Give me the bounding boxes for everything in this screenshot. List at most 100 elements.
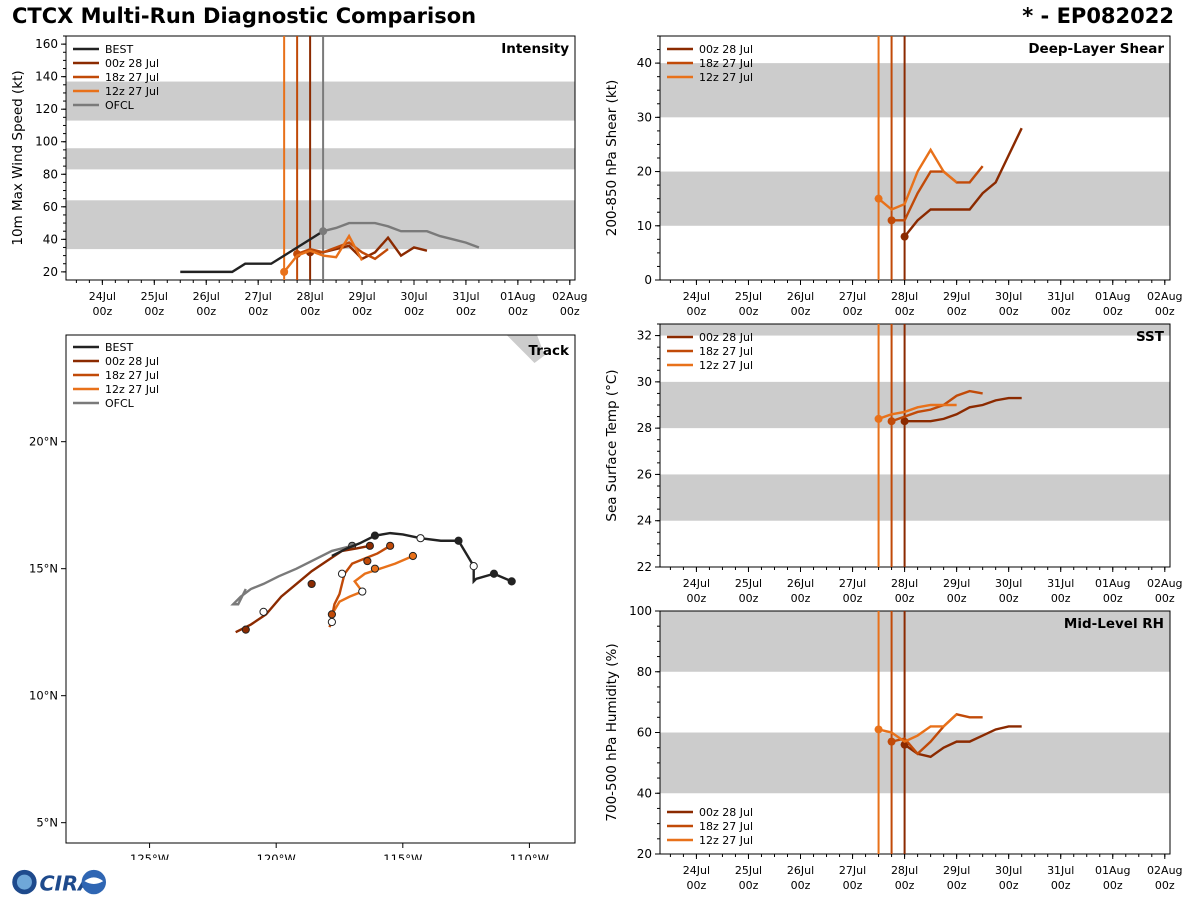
track-xtick-label: 125°W (130, 852, 169, 860)
track-xtick-label: 115°W (383, 852, 422, 860)
sst-band (660, 474, 1170, 521)
sst-legend-label: 12z 27 Jul (699, 359, 753, 372)
track-point-00z-28-jul (307, 579, 316, 589)
rh-xtick-label: 00z (1103, 879, 1123, 892)
sst-xtick-label: 00z (947, 592, 967, 605)
rh-xtick-label: 31Jul (1047, 864, 1074, 877)
intensity-legend-label: BEST (105, 43, 133, 56)
track-point-18z-27-jul (386, 541, 395, 550)
sst-xtick-label: 00z (1103, 592, 1123, 605)
shear-ytick-label: 40 (637, 56, 652, 70)
rh-ytick-label: 100 (629, 604, 652, 618)
intensity-xtick-label: 00z (248, 305, 268, 318)
intensity-ytick-label: 140 (35, 70, 58, 84)
cira-logo: CIRA (12, 869, 106, 896)
rh-legend-label: 00z 28 Jul (699, 806, 753, 819)
rh-band (660, 611, 1170, 672)
intensity-ytick-label: 160 (35, 37, 58, 51)
sst-ytick-label: 26 (637, 467, 652, 481)
track-legend-label: BEST (105, 341, 133, 354)
sst-xtick-label: 26Jul (787, 577, 814, 590)
sst-xtick-label: 30Jul (995, 577, 1022, 590)
track-point-18z-27-jul (363, 556, 372, 566)
page-title: CTCX Multi-Run Diagnostic Comparison (12, 4, 477, 28)
intensity-ytick-label: 100 (35, 135, 58, 149)
track-point-best (416, 534, 425, 543)
shear-point-00z-28-jul (900, 232, 909, 241)
track-ytick-label: 10°N (29, 689, 58, 703)
intensity-xtick-label: 29Jul (348, 290, 375, 303)
sst-legend-label: 00z 28 Jul (699, 331, 753, 344)
intensity-title: Intensity (501, 41, 569, 57)
intensity-xtick-label: 00z (92, 305, 112, 318)
rh-xtick-label: 02Aug (1147, 864, 1182, 877)
track-point-12z-27-jul (370, 564, 380, 573)
sst-xtick-label: 00z (791, 592, 811, 605)
shear-xtick-label: 25Jul (735, 290, 762, 303)
shear-xtick-label: 27Jul (839, 290, 866, 303)
intensity-xtick-label: 00z (352, 305, 372, 318)
intensity-xtick-label: 30Jul (400, 290, 427, 303)
intensity-series-best (180, 230, 324, 274)
sst-point-00z-28-jul (900, 417, 909, 426)
track-point-12z-27-jul (408, 551, 418, 561)
sst-xtick-label: 29Jul (943, 577, 970, 590)
track-series-12z-27-jul (330, 554, 414, 616)
sst-xtick-label: 00z (999, 592, 1019, 605)
track-point-18z-27-jul (337, 569, 347, 578)
shear-xtick-label: 00z (791, 305, 811, 318)
track-ytick-label: 20°N (29, 435, 58, 449)
intensity-ytick-label: 80 (43, 167, 58, 181)
shear-xtick-label: 00z (739, 305, 759, 318)
intensity-chart: 20 40 60 80 100 120 140 160 24Jul 00z 25Jul 00z 26Ju… (10, 35, 588, 318)
shear-xtick-label: 31Jul (1047, 290, 1074, 303)
track-point-best (454, 536, 463, 545)
shear-xtick-label: 00z (895, 305, 915, 318)
intensity-band (66, 200, 575, 250)
rh-xtick-label: 00z (999, 879, 1019, 892)
shear-xtick-label: 26Jul (787, 290, 814, 303)
track-point-00z-28-jul (259, 607, 268, 616)
rh-point-12z-27-jul (874, 725, 883, 734)
sst-series-18z-27-jul (891, 389, 983, 423)
sst-frame (659, 323, 1171, 568)
shear-ytick-label: 20 (637, 165, 652, 179)
shear-xtick-label: 24Jul (683, 290, 710, 303)
intensity-series-12z-27-jul (283, 233, 364, 273)
intensity-legend-label: 18z 27 Jul (105, 71, 159, 84)
rh-ytick-label: 60 (637, 726, 652, 740)
intensity-point-12z-27-jul (280, 267, 289, 276)
sst-xtick-label: 28Jul (891, 577, 918, 590)
rh-xtick-label: 00z (791, 879, 811, 892)
track-ytick-label: 15°N (29, 562, 58, 576)
sst-xtick-label: 00z (687, 592, 707, 605)
sst-xtick-label: 00z (739, 592, 759, 605)
shear-ylabel: 200-850 hPa Shear (kt) (604, 80, 620, 237)
rh-xtick-label: 00z (739, 879, 759, 892)
sst-title: SST (1136, 329, 1165, 345)
sst-point-18z-27-jul (887, 417, 896, 426)
shear-legend-label: 12z 27 Jul (699, 71, 753, 84)
shear-series-00z-28-jul (903, 127, 1023, 238)
track-legend-label: 00z 28 Jul (105, 355, 159, 368)
sst-xtick-label: 24Jul (683, 577, 710, 590)
rh-series-00z-28-jul (903, 725, 1022, 759)
intensity-xtick-label: 28Jul (296, 290, 323, 303)
intensity-legend-label: 12z 27 Jul (105, 85, 159, 98)
track-point-18z-27-jul (327, 617, 336, 627)
sst-xtick-label: 01Aug (1095, 577, 1130, 590)
intensity-xtick-label: 00z (508, 305, 528, 318)
sst-xtick-label: 25Jul (735, 577, 762, 590)
track-point-18z-27-jul (327, 610, 336, 619)
shear-xtick-label: 02Aug (1147, 290, 1182, 303)
intensity-xtick-label: 27Jul (245, 290, 272, 303)
shear-point-18z-27-jul (887, 216, 896, 225)
sst-xtick-label: 00z (1155, 592, 1175, 605)
sst-xtick-label: 00z (843, 592, 863, 605)
sst-xtick-label: 00z (895, 592, 915, 605)
intensity-band (66, 81, 575, 121)
track-point-best (507, 577, 516, 586)
shear-ytick-label: 10 (637, 219, 652, 233)
rh-xtick-label: 28Jul (891, 864, 918, 877)
track-chart: 125°W 120°W 115°W 110°W 5°N 10°N 15°N 20°N Track… (29, 334, 576, 860)
